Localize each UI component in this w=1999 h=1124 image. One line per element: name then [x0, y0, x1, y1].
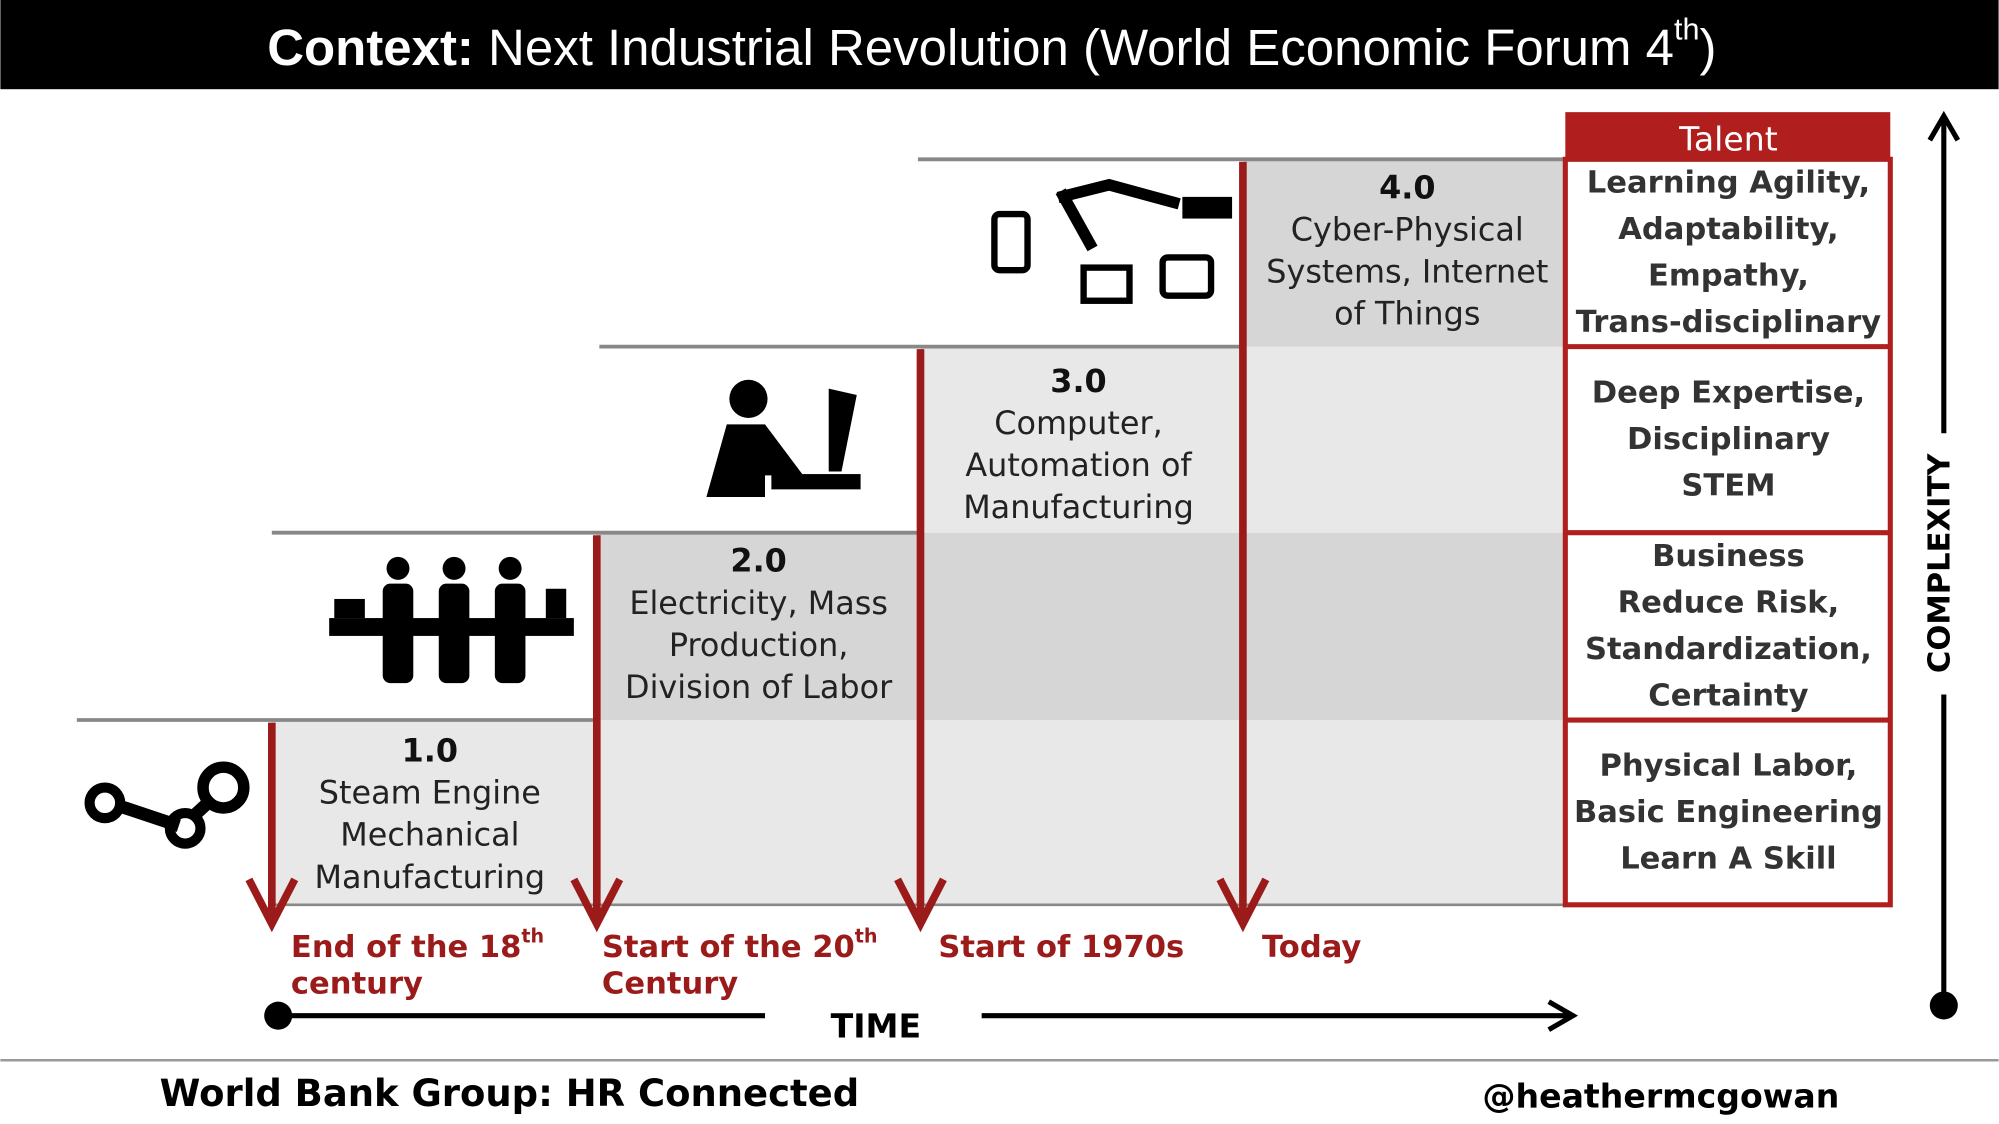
- era-text: Start of the 20: [602, 929, 855, 964]
- title-end: ): [1700, 19, 1717, 76]
- arrow: [570, 535, 624, 933]
- stage-text: Production,: [669, 626, 849, 664]
- talent-text: Reduce Risk,: [1618, 586, 1840, 621]
- footer-right: @heathermcgowan: [1482, 1076, 1839, 1115]
- level: [596, 532, 1566, 721]
- era-label: Today: [1262, 929, 1361, 964]
- stage-text: Systems, Internet: [1266, 252, 1548, 290]
- devices-icon: [991, 178, 1233, 304]
- stage-text: Automation of: [965, 446, 1192, 484]
- title-bar: [0, 0, 1999, 90]
- icons: [84, 178, 1233, 849]
- complexity-axis: COMPLEXITY: [1922, 110, 1961, 1020]
- talent-text: Business: [1652, 539, 1805, 574]
- era-label-2: century: [291, 966, 423, 1001]
- talent-text: Certainty: [1648, 679, 1808, 714]
- era-label: Start of 1970s: [938, 929, 1184, 964]
- stage-number: 1.0: [402, 732, 458, 770]
- era-text: Today: [1262, 929, 1361, 964]
- talent-text: Trans-disciplinary: [1576, 305, 1881, 340]
- era-label: End of the 18th: [291, 924, 544, 964]
- talent-text: Disciplinary: [1627, 422, 1830, 457]
- talent-text: Standardization,: [1585, 632, 1872, 667]
- era-label-2: Century: [602, 966, 738, 1001]
- computer-icon: [706, 379, 861, 498]
- era-text: Start of 1970s: [938, 929, 1184, 964]
- footer-left: World Bank Group: HR Connected: [160, 1072, 859, 1115]
- title-bold: Context:: [267, 19, 474, 76]
- stage-number: 2.0: [730, 542, 786, 580]
- era-label: Start of the 20th: [602, 924, 878, 964]
- arrow: [894, 349, 947, 933]
- title-sup: th: [1674, 12, 1700, 46]
- time-label: TIME: [831, 1006, 922, 1045]
- time-axis: TIME: [264, 999, 1579, 1045]
- title: Context: Next Industrial Revolution (Wor…: [267, 12, 1716, 75]
- level: [1242, 159, 1566, 347]
- stage-text: of Things: [1334, 294, 1480, 332]
- talent-box: [1562, 156, 1893, 908]
- stage-number: 3.0: [1050, 362, 1106, 400]
- complexity-label: COMPLEXITY: [1922, 453, 1957, 673]
- talent-text: Adaptability,: [1618, 212, 1838, 247]
- steam-icon: [84, 761, 250, 849]
- levels: [76, 157, 1566, 933]
- talent-header-bg: [1565, 112, 1891, 160]
- talent-text: Basic Engineering: [1574, 795, 1883, 830]
- talent-text: Empathy,: [1648, 259, 1809, 294]
- title-text: Next Industrial Revolution (World Econom…: [474, 19, 1674, 76]
- workers-icon: [329, 556, 574, 684]
- stage-text: Manufacturing: [963, 488, 1194, 526]
- talent-text: STEM: [1681, 469, 1775, 504]
- talent-text: Learning Agility,: [1587, 166, 1870, 201]
- stage-text: Mechanical: [340, 816, 519, 854]
- arrow: [1216, 161, 1270, 933]
- stage-number: 4.0: [1379, 168, 1435, 206]
- talent-text: Learn A Skill: [1620, 841, 1836, 876]
- stage-text: Division of Labor: [625, 668, 893, 706]
- era-sup: th: [521, 924, 544, 947]
- stage-text: Computer,: [994, 404, 1162, 442]
- stage-text: Electricity, Mass: [629, 584, 888, 622]
- arrow: [245, 722, 299, 933]
- talent-text: Physical Labor,: [1599, 748, 1857, 783]
- stage-text: Steam Engine: [319, 774, 541, 812]
- era-sup: th: [855, 924, 878, 947]
- stage-text: Manufacturing: [315, 858, 546, 896]
- era-text: End of the 18: [291, 929, 521, 964]
- talent-header: Talent: [1678, 119, 1778, 158]
- stage-text: Cyber-Physical: [1291, 210, 1524, 248]
- talent-text: Deep Expertise,: [1592, 376, 1865, 411]
